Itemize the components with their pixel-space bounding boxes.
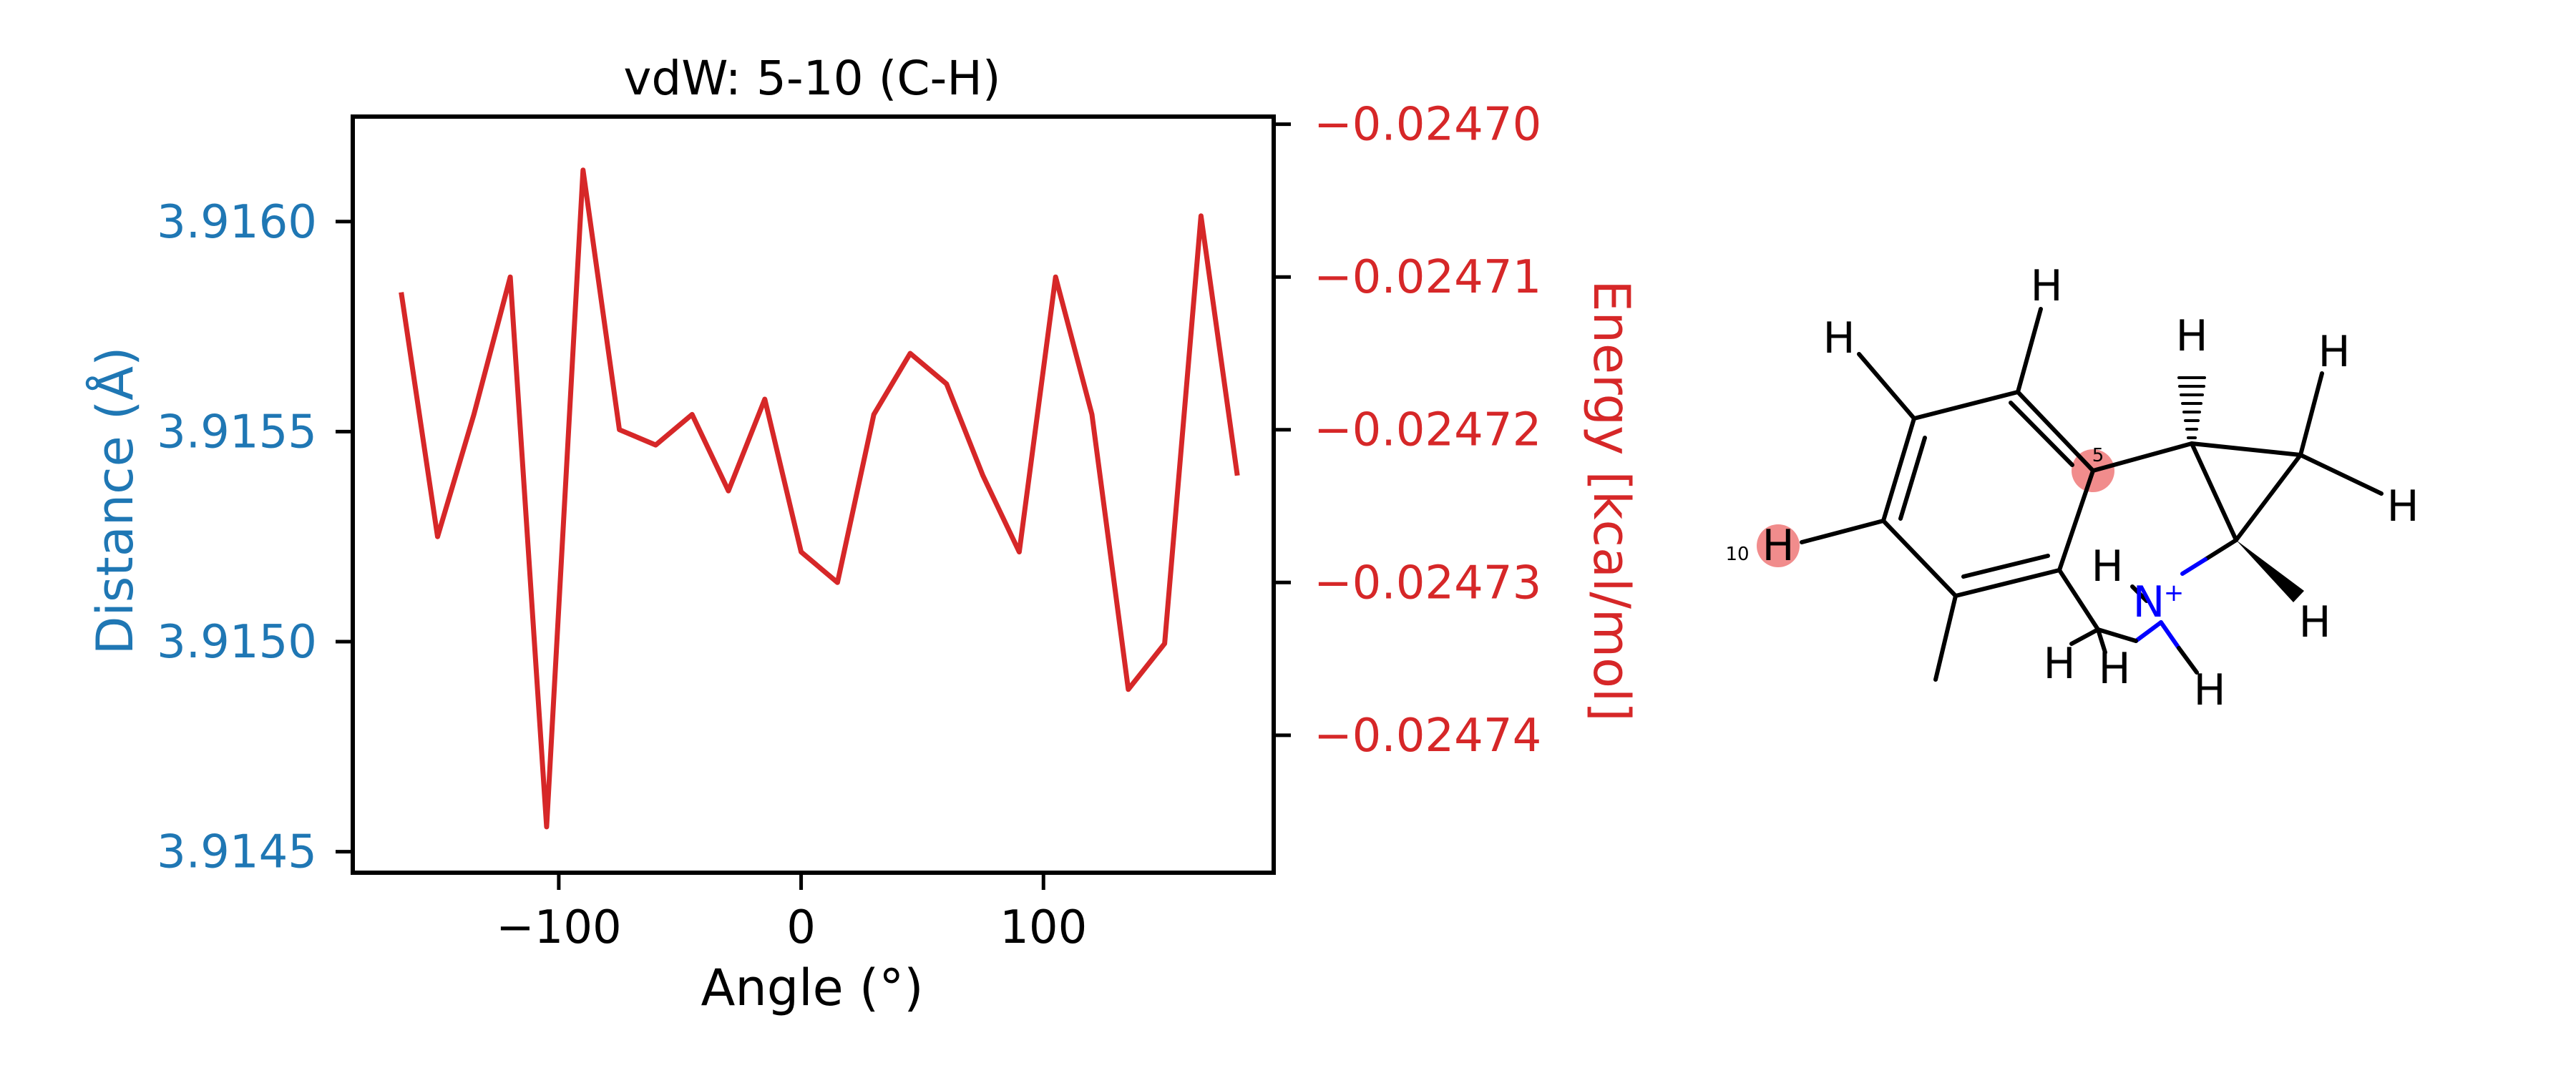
hydrogen-atom: H [2386,481,2419,531]
bond [1881,416,1916,523]
solid-wedge-bond [2236,540,2304,602]
bond [2057,568,2100,632]
x-tick-label: −100 [496,901,622,954]
right-y-tick-label: −0.02472 [1314,404,1541,457]
left-axis-label: Distance (Å) [86,347,145,655]
bond [1881,519,1958,598]
energy-series-line [399,167,1240,830]
hydrogen-atom: H [2043,639,2075,689]
x-tick-label: 0 [786,901,816,954]
nitrogen-charge: + [2164,579,2185,607]
bond [2298,371,2324,457]
left-axis-ticks: 3.9145 3.9150 3.9155 3.9160 [157,196,353,879]
left-y-tick-label: 3.9155 [157,406,317,459]
x-axis-label: Angle (°) [701,959,923,1017]
amine-bonds [2069,584,2199,675]
bond [2091,441,2194,473]
atom-index-label: 5 [2092,445,2104,466]
x-axis-ticks: −100 0 100 [496,873,1087,954]
right-axis-label: Energy [kcal/mol] [1582,280,1641,721]
hydrogen-atom: H [2193,665,2225,715]
bond [2190,441,2303,457]
bond-to-n [2203,538,2238,562]
benzene-ring [1800,307,2194,682]
hydrogen-atom: H [2098,644,2130,694]
hydrogen-atom: H [2091,542,2123,592]
hydrogen-atom: H [2175,311,2207,361]
right-y-tick-label: −0.02470 [1314,99,1541,152]
chart: vdW: 5-10 (C-H) −100 0 100 3.91453.91503.9… [86,51,1641,1017]
bond [1800,519,1885,544]
right-y-tick-label: −0.02471 [1314,251,1541,304]
bond-double-inner [2009,401,2074,467]
plot-frame [351,114,1276,875]
bond-double-inner [1961,554,2050,579]
hydrogen-atom: H [1823,313,1855,363]
hydrogen-atom: H [2318,327,2350,377]
hydrogen-atom: H [2030,261,2062,311]
atom-highlight-10 [1757,524,1800,567]
atom-index-label: 10 [1725,544,1749,565]
molecule-diagram: 10 H 5 H H H H H H H H H H N + H [1725,261,2419,715]
right-y-tick-label: −0.02474 [1314,710,1541,763]
bond [2016,307,2043,394]
nitrogen-atom: N [2133,577,2165,627]
cyclopropane-ring [2190,371,2384,562]
bond [1933,594,1958,682]
bond [2016,390,2095,473]
hashed-wedge-bond [2177,376,2206,439]
bond [1912,390,2020,421]
bond-n-half [2180,557,2207,576]
bond [1953,568,2062,598]
left-y-tick-label: 3.9150 [157,616,317,669]
bond [2234,453,2303,542]
series-layer [399,167,1240,830]
bond [1857,352,1916,421]
right-y-tick-label: −0.02473 [1314,557,1541,609]
chart-title: vdW: 5-10 (C-H) [623,51,1000,106]
bond-double-inner [1898,436,1927,521]
bond [2190,441,2238,542]
left-y-tick-label: 3.9160 [157,196,317,249]
bond [2298,453,2384,496]
bond [2057,469,2095,572]
x-tick-label: 100 [1000,901,1087,954]
hydrogen-atom: H [2298,597,2331,647]
right-axis-ticks: −0.02470 −0.02471 −0.02472 −0.02473 −0.02474 [1274,99,1541,763]
hydrogen-atom: H [1762,521,1794,571]
left-y-tick-label: 3.9145 [157,826,317,879]
